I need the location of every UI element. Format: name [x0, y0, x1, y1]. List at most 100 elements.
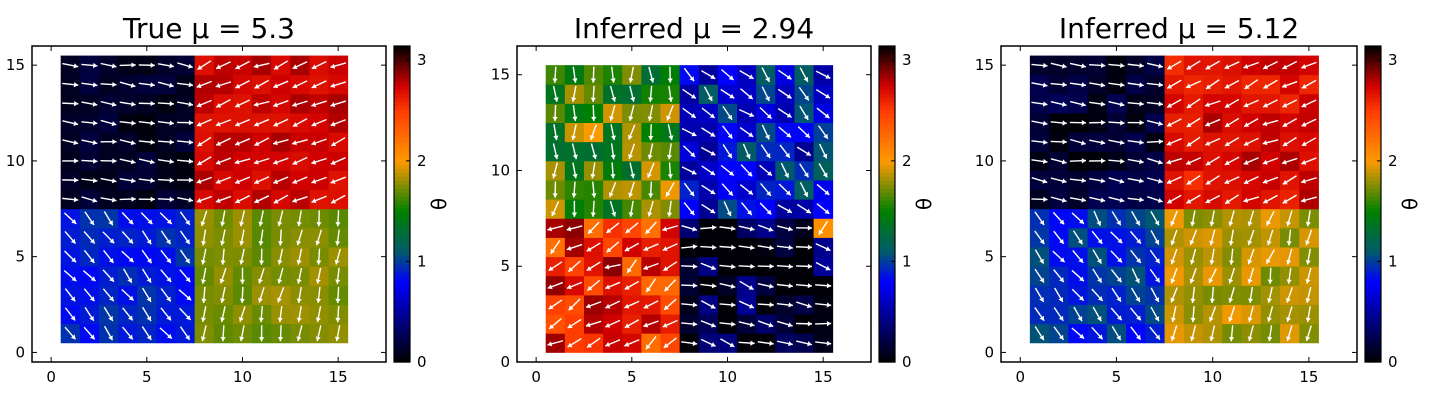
vector-arrowhead — [216, 64, 221, 70]
colorbar-segment — [394, 101, 410, 106]
vector-arrowhead — [1209, 240, 1215, 246]
vector-arrowhead — [608, 192, 614, 198]
colorbar-segment — [1365, 279, 1381, 284]
vector-arrowhead — [712, 244, 717, 250]
colorbar-segment — [394, 57, 410, 63]
colorbar-segment — [879, 314, 895, 320]
vector-arrowhead — [1039, 315, 1045, 321]
vector-arrowhead — [253, 101, 259, 107]
vector-arrowhead — [1062, 82, 1067, 88]
colorbar-segment — [1365, 283, 1381, 288]
vector-arrowhead — [258, 221, 264, 227]
vector-arrowhead — [692, 321, 698, 327]
vector-arrowhead — [167, 333, 172, 339]
panel-title: Inferred μ = 5.12 — [1059, 12, 1299, 45]
colorbar-segment — [879, 184, 895, 189]
vector-arrowhead — [1166, 159, 1172, 165]
vector-arrowhead — [1301, 102, 1307, 108]
colorbar-segment — [1365, 211, 1381, 217]
vector-arrowhead — [769, 302, 774, 308]
vector-arrowhead — [292, 122, 298, 127]
vector-arrowhead — [1262, 159, 1268, 165]
vector-arrowhead — [1247, 278, 1253, 284]
vector-arrowhead — [1228, 221, 1234, 227]
colorbar-segment — [879, 65, 895, 71]
vector-arrowhead — [108, 220, 113, 226]
vector-arrowhead — [273, 64, 279, 70]
colorbar-segment — [1365, 263, 1381, 268]
vector-arrowhead — [254, 83, 260, 89]
vector-arrowhead — [1096, 316, 1102, 322]
vector-arrowhead — [571, 193, 577, 198]
vector-arrowhead — [803, 76, 809, 82]
vector-arrowhead — [1282, 179, 1288, 185]
vector-arrowhead — [1282, 122, 1288, 127]
vector-arrowhead — [1117, 238, 1123, 244]
vector-arrowhead — [1139, 120, 1144, 126]
vector-arrowhead — [168, 82, 174, 88]
vector-arrowhead — [196, 178, 202, 184]
vector-arrowhead — [292, 83, 298, 89]
vector-arrowhead — [1228, 297, 1234, 303]
colorbar-segment — [879, 89, 895, 94]
colorbar-segment — [1365, 290, 1381, 296]
colorbar-segment — [394, 97, 410, 102]
vector-arrowhead — [1228, 316, 1234, 322]
colorbar-segment — [1365, 113, 1381, 118]
vector-arrowhead — [1243, 102, 1249, 108]
vector-arrowhead — [258, 240, 264, 246]
vector-arrowhead — [89, 334, 95, 340]
colorbar-segment — [394, 85, 410, 91]
vector-arrowhead — [311, 178, 317, 184]
vector-arrowhead — [112, 81, 117, 88]
vector-arrowhead — [788, 244, 793, 251]
colorbar-segment — [394, 259, 410, 264]
vector-arrowhead — [710, 342, 716, 347]
vector-arrowhead — [707, 96, 713, 101]
vector-arrowhead — [292, 179, 298, 184]
vector-arrowhead — [1042, 178, 1048, 184]
vector-arrowhead — [130, 82, 136, 88]
colorbar-segment — [1365, 243, 1381, 249]
colorbar-label: θ — [912, 198, 936, 210]
vector-arrowhead — [788, 283, 793, 289]
colorbar-segment — [1365, 298, 1381, 304]
vector-arrowhead — [311, 121, 317, 127]
vector-arrowhead — [1248, 298, 1254, 303]
plot-area — [1029, 55, 1319, 344]
vector-arrowhead — [128, 219, 134, 225]
vector-arrowhead — [1097, 277, 1102, 283]
vector-arrowhead — [1081, 158, 1087, 164]
colorbar-segment — [1365, 192, 1381, 197]
vector-arrowhead — [1062, 120, 1067, 126]
vector-arrowhead — [807, 225, 813, 231]
colorbar-segment — [394, 117, 410, 122]
vector-arrowhead — [1097, 296, 1103, 301]
vector-arrowhead — [188, 158, 194, 164]
vector-arrowhead — [89, 315, 94, 321]
vector-arrowhead — [690, 93, 696, 99]
vector-arrowhead — [315, 279, 321, 284]
vector-arrowhead — [646, 287, 651, 293]
vector-arrowhead — [1136, 238, 1141, 244]
vector-arrowhead — [235, 64, 241, 70]
vector-arrowhead — [273, 159, 279, 165]
colorbar-segment — [879, 109, 895, 114]
vector-arrowhead — [1120, 158, 1125, 164]
vector-arrowhead — [1267, 336, 1273, 342]
vector-arrowhead — [1186, 180, 1192, 185]
vector-arrowhead — [239, 221, 245, 227]
colorbar-segment — [879, 231, 895, 237]
vector-arrowhead — [166, 219, 172, 224]
vector-arrowhead — [765, 153, 771, 158]
colorbar-segment — [879, 251, 895, 256]
colorbar-segment — [394, 302, 410, 308]
vector-arrowhead — [200, 259, 206, 265]
vector-arrowhead — [239, 298, 245, 303]
vector-arrowhead — [1058, 334, 1064, 340]
colorbar-segment — [1365, 330, 1381, 335]
plot-area — [60, 55, 349, 344]
vector-arrowhead — [1139, 197, 1144, 203]
colorbar-segment — [1365, 334, 1381, 339]
vector-arrowhead — [1167, 64, 1173, 70]
